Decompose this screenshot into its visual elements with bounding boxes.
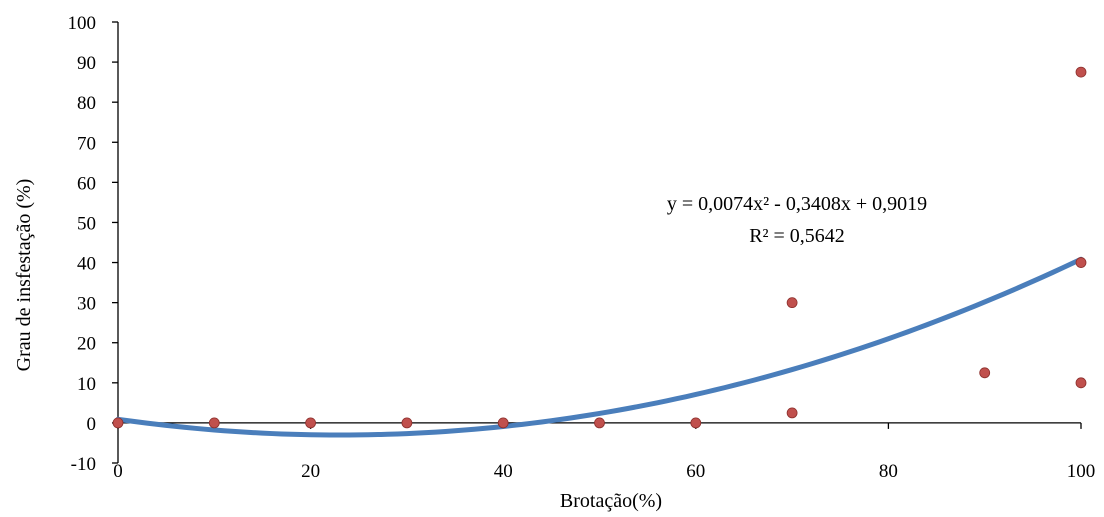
y-axis-title: Grau de insfestação (%) — [13, 179, 35, 372]
axes — [117, 22, 1081, 463]
data-point — [401, 417, 413, 429]
y-tick-label: 70 — [77, 133, 96, 154]
y-tick-label: 30 — [77, 294, 96, 315]
y-tick-label: 100 — [68, 13, 97, 34]
x-tick-label: 60 — [686, 461, 705, 482]
data-point — [594, 417, 605, 429]
y-tick-label: 20 — [77, 334, 96, 355]
y-tick-label: 80 — [77, 93, 96, 114]
data-point — [208, 417, 220, 429]
data-point — [1075, 377, 1087, 389]
x-tick-label: 20 — [301, 461, 320, 482]
data-point — [690, 417, 702, 429]
y-ticks: -10 0 10 20 30 40 50 60 70 80 90 100 — [68, 13, 118, 475]
x-ticks: 0 20 40 60 80 100 — [113, 422, 1096, 482]
y-tick-label: 90 — [77, 53, 96, 74]
trendline-equation: y = 0,0074x² - 0,3408x + 0,9019 — [667, 193, 927, 215]
data-point — [305, 417, 317, 429]
y-tick-label: -10 — [71, 454, 96, 475]
x-axis-title: Brotação(%) — [560, 490, 662, 512]
data-point — [112, 417, 124, 429]
y-tick-label: 60 — [77, 173, 96, 194]
x-tick-label: 0 — [113, 461, 123, 482]
y-tick-label: 0 — [87, 414, 97, 435]
data-point — [1075, 257, 1087, 268]
y-tick-label: 10 — [77, 374, 96, 395]
data-point — [786, 407, 798, 419]
trendline — [115, 256, 1084, 438]
data-points — [112, 66, 1087, 429]
y-tick-label: 50 — [77, 213, 96, 234]
r-squared-label: R² = 0,5642 — [749, 225, 845, 247]
x-tick-label: 80 — [879, 461, 898, 482]
data-point — [497, 417, 509, 429]
x-tick-label: 40 — [494, 461, 513, 482]
data-point — [1075, 66, 1087, 78]
data-point — [786, 297, 798, 309]
y-tick-label: 40 — [77, 254, 96, 275]
x-tick-label: 100 — [1067, 461, 1096, 482]
data-point — [979, 367, 991, 379]
